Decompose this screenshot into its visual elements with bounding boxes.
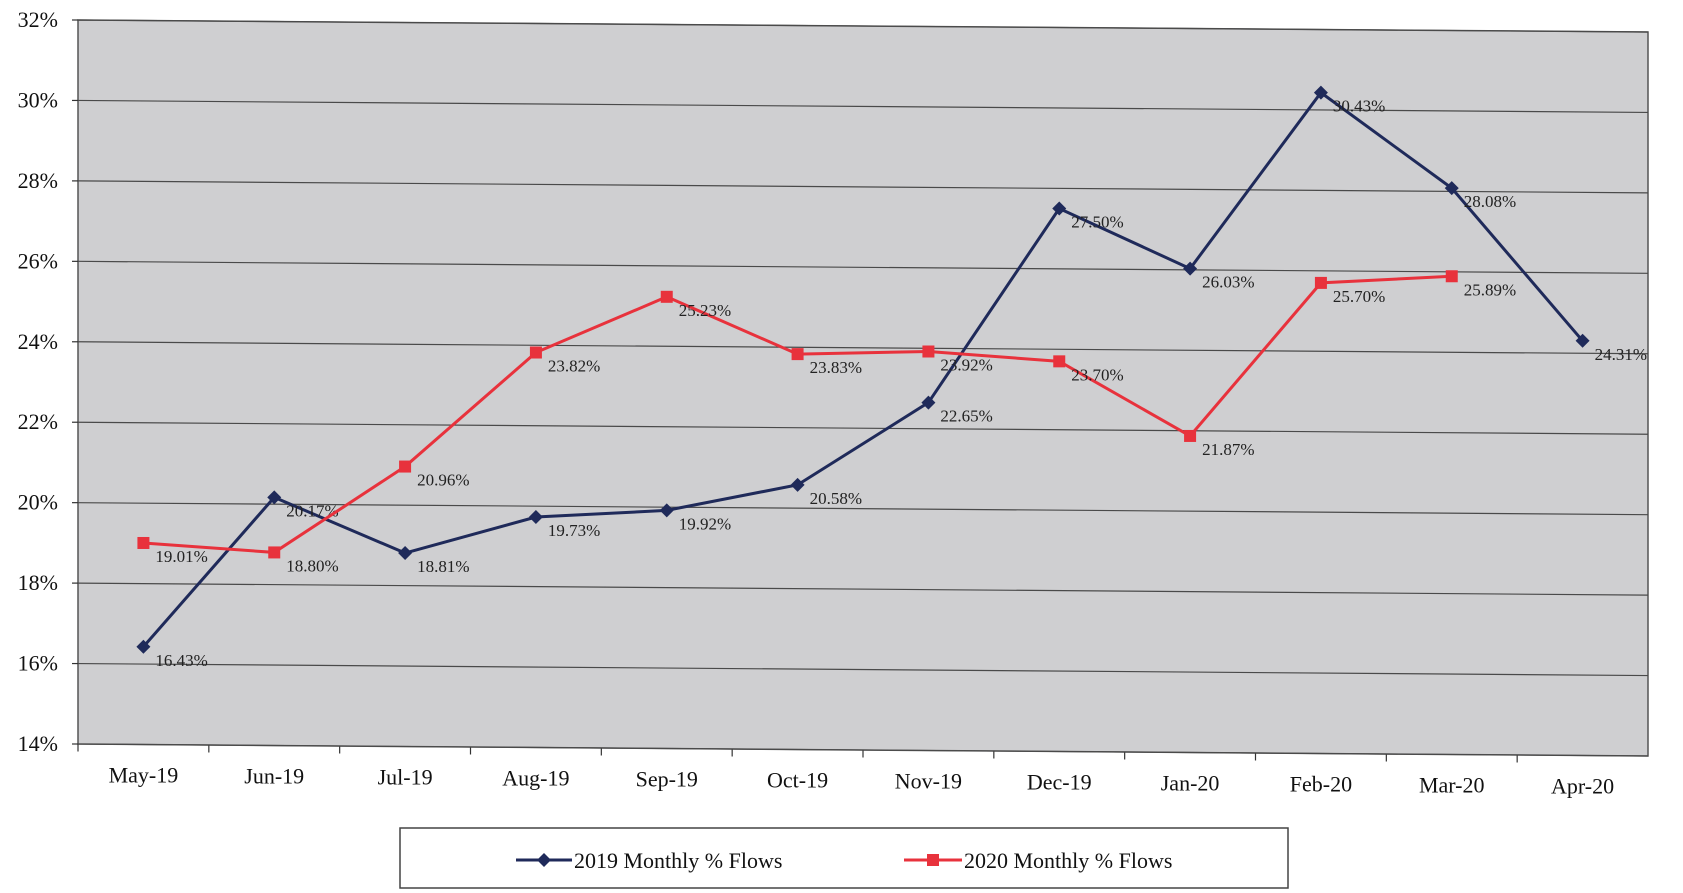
data-label: 23.83% — [810, 358, 862, 377]
data-label: 25.89% — [1464, 280, 1516, 299]
legend-marker — [927, 854, 939, 866]
data-point-marker — [791, 348, 804, 361]
data-label: 19.01% — [155, 547, 207, 566]
data-point-marker — [1053, 355, 1066, 368]
gridline — [77, 19, 1649, 33]
data-point-marker — [1052, 201, 1067, 216]
data-point-marker — [1184, 429, 1197, 442]
data-label: 23.82% — [548, 357, 600, 376]
gridline — [77, 99, 1649, 114]
data-point-marker — [268, 546, 281, 559]
data-label: 25.23% — [679, 301, 731, 320]
data-label: 23.92% — [940, 355, 992, 374]
y-tick-label: 32% — [18, 7, 58, 32]
data-label: 19.73% — [548, 521, 600, 540]
data-point-marker — [659, 503, 674, 518]
y-tick-label: 30% — [18, 87, 58, 112]
data-point-marker — [528, 510, 543, 525]
legend-label: 2019 Monthly % Flows — [574, 848, 782, 873]
y-tick-label: 20% — [18, 490, 58, 515]
data-point-marker — [529, 346, 542, 359]
series-1: 16.43% 20.17% 18.81% 19.73% 19.92% 20.58% 22.6… — [136, 85, 1647, 670]
x-tick-label: Oct-19 — [767, 768, 828, 793]
series-layer: 16.43% 20.17% 18.81% 19.73% 19.92% 20.58% 22.6… — [136, 85, 1647, 670]
gridline — [77, 582, 1649, 596]
x-tick-label: Sep-19 — [636, 767, 698, 792]
gridline — [77, 260, 1649, 274]
data-label: 21.87% — [1202, 440, 1254, 459]
x-tick-label: Aug-19 — [502, 766, 569, 791]
series-2: 19.01% 18.80% 20.96% 23.82% 25.23% 23.83% 23.9… — [137, 270, 1516, 575]
data-point-marker — [267, 490, 282, 505]
data-point-marker — [1183, 261, 1198, 276]
data-label: 18.81% — [417, 557, 469, 576]
gridline — [77, 743, 1649, 757]
x-tick-label: May-19 — [109, 763, 179, 788]
data-point-marker — [1444, 181, 1459, 196]
data-point-marker — [921, 395, 936, 410]
data-point-marker — [1445, 270, 1458, 283]
legend-label: 2020 Monthly % Flows — [964, 848, 1172, 873]
data-label: 24.31% — [1595, 345, 1647, 364]
y-tick-label: 18% — [18, 570, 58, 595]
data-point-marker — [1313, 85, 1328, 100]
data-label: 19.92% — [679, 514, 731, 533]
data-point-marker — [398, 546, 413, 561]
x-tick-label: Nov-19 — [895, 769, 962, 794]
gridline — [77, 502, 1649, 516]
data-label: 30.43% — [1333, 97, 1385, 116]
y-tick-label: 16% — [18, 651, 58, 676]
legend: 2019 Monthly % Flows 2020 Monthly % Flows — [399, 827, 1289, 889]
data-point-marker — [660, 290, 673, 303]
data-label: 20.17% — [286, 501, 338, 520]
x-tick-label: Dec-19 — [1027, 770, 1092, 795]
data-point-marker — [1314, 276, 1327, 289]
gridline — [77, 662, 1649, 677]
x-tick-label: Feb-20 — [1290, 772, 1352, 797]
x-tick-label: Jun-19 — [244, 764, 304, 789]
data-label: 18.80% — [286, 556, 338, 575]
data-label: 25.70% — [1333, 287, 1385, 306]
data-label: 20.96% — [417, 471, 469, 490]
data-point-marker — [1575, 333, 1590, 348]
x-tick-label: Jan-20 — [1161, 771, 1220, 796]
data-point-marker — [922, 345, 935, 358]
data-label: 28.08% — [1464, 192, 1516, 211]
data-label: 16.43% — [155, 651, 207, 670]
data-point-marker — [136, 639, 151, 654]
plot-background — [77, 19, 1649, 757]
data-label: 27.50% — [1071, 213, 1123, 232]
y-tick-label: 24% — [18, 329, 58, 354]
y-tick-label: 14% — [18, 731, 58, 756]
x-tick-label: Jul-19 — [378, 765, 433, 790]
y-tick-label: 28% — [18, 168, 58, 193]
x-tick-label: Mar-20 — [1419, 773, 1485, 798]
series-line — [142, 90, 1584, 648]
data-point-marker — [790, 477, 805, 492]
data-label: 26.03% — [1202, 273, 1254, 292]
y-tick-label: 26% — [18, 248, 58, 273]
data-label: 23.70% — [1071, 365, 1123, 384]
data-point-marker — [137, 536, 150, 549]
data-label: 22.65% — [940, 407, 992, 426]
data-point-marker — [399, 460, 412, 473]
gridline — [77, 341, 1649, 355]
gridline — [77, 421, 1649, 435]
x-axis: May-19 Jun-19 Jul-19 Aug-19 Sep-19 Oct-19 Nov-… — [77, 744, 1614, 799]
data-label: 20.58% — [810, 489, 862, 508]
gridline — [77, 180, 1649, 194]
y-axis: 14% 16% 18% 20% 22% 24% 26% 28% 30% 32% — [18, 7, 78, 756]
plot-area — [77, 19, 1649, 757]
x-tick-label: Apr-20 — [1551, 774, 1614, 799]
legend-marker — [537, 853, 551, 867]
y-tick-label: 22% — [18, 409, 58, 434]
